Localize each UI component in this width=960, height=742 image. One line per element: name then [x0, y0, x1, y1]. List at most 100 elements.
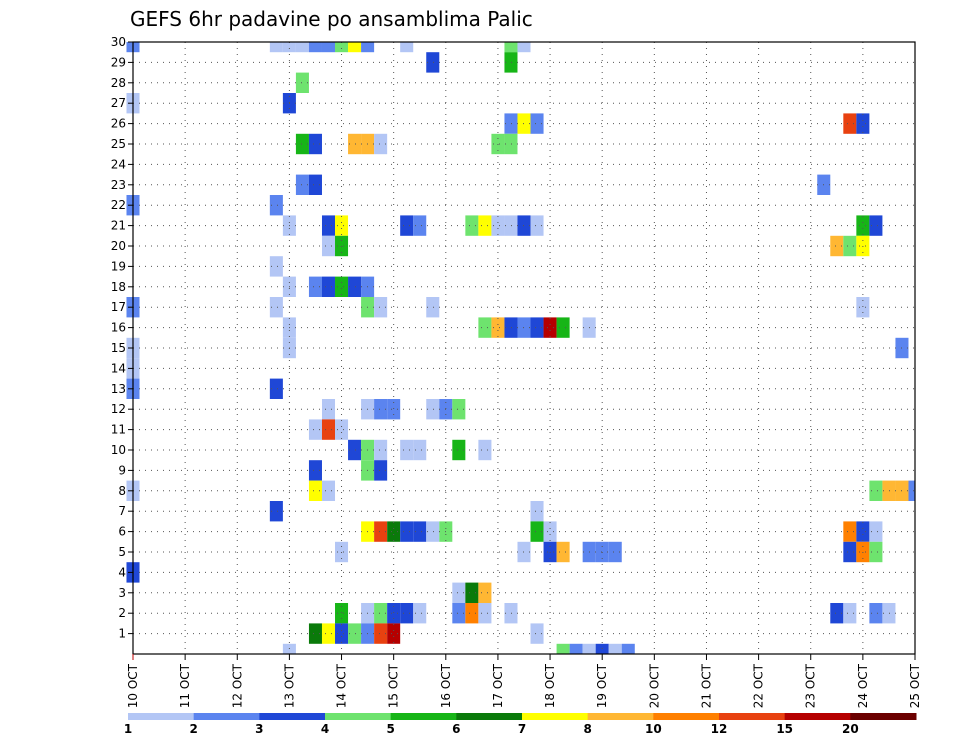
- heatmap-cell: [321, 399, 336, 420]
- heatmap-cell: [856, 113, 870, 134]
- heatmap-cell: [882, 480, 896, 501]
- y-tick-label: 12: [111, 402, 126, 416]
- legend-label: 15: [776, 722, 793, 736]
- heatmap-cell: [426, 297, 440, 318]
- y-tick-label: 29: [111, 55, 126, 69]
- heatmap-cell: [556, 317, 570, 338]
- heatmap-cell: [426, 52, 440, 73]
- heatmap-cell: [478, 439, 492, 461]
- x-tick-label: 18 OCT: [543, 663, 557, 708]
- y-tick-label: 27: [111, 96, 126, 110]
- heatmap-cell: [387, 603, 401, 624]
- heatmap-cell: [530, 521, 544, 542]
- heatmap-cell: [426, 521, 440, 542]
- x-tick-label: 21 OCT: [699, 663, 713, 708]
- legend-label: 5: [386, 722, 394, 736]
- x-tick-label: 12 OCT: [230, 663, 244, 708]
- heatmap-cell: [335, 603, 349, 624]
- x-tick-label: 16 OCT: [439, 663, 453, 708]
- heatmap-cell: [452, 603, 466, 624]
- heatmap-cell: [452, 399, 466, 420]
- heatmap-cell: [308, 133, 322, 155]
- y-tick-label: 19: [111, 259, 126, 273]
- heatmap-cell: [361, 42, 375, 53]
- y-tick-label: 6: [118, 525, 126, 539]
- heatmap-cell: [321, 42, 336, 53]
- y-tick-label: 16: [111, 321, 126, 335]
- heatmap-cell: [374, 603, 388, 624]
- heatmap-cell: [308, 42, 322, 53]
- heatmap-cell: [269, 42, 283, 53]
- heatmap-cell: [478, 215, 492, 236]
- heatmap-cell: [478, 582, 492, 603]
- heatmap-cell: [478, 317, 492, 338]
- heatmap-cell: [387, 521, 401, 542]
- heatmap-cell: [882, 603, 896, 624]
- heatmap-cell: [556, 643, 570, 654]
- heatmap-cell: [504, 603, 518, 624]
- y-tick-label: 28: [111, 76, 126, 90]
- x-tick-label: 25 OCT: [908, 663, 922, 708]
- heatmap-cell: [282, 42, 296, 53]
- legend-swatch: [390, 713, 457, 720]
- y-tick-label: 20: [111, 239, 126, 253]
- heatmap-cell: [413, 439, 427, 461]
- heatmap-cell: [908, 480, 915, 501]
- y-tick-label: 18: [111, 280, 126, 294]
- heatmap-cell: [374, 399, 388, 420]
- heatmap-cell: [374, 460, 388, 481]
- heatmap-cell: [308, 623, 322, 644]
- heatmap-cell: [400, 42, 414, 53]
- heatmap-cell: [321, 623, 336, 644]
- heatmap-cell: [543, 521, 557, 542]
- heatmap-cell: [465, 582, 479, 603]
- heatmap-cell: [543, 317, 557, 338]
- heatmap-cell: [374, 439, 388, 461]
- legend-label: 12: [711, 722, 728, 736]
- heatmap-cell: [517, 42, 531, 53]
- heatmap-cell: [530, 501, 544, 522]
- y-tick-label: 17: [111, 300, 126, 314]
- heatmap-cell: [465, 215, 479, 236]
- heatmap-cell: [869, 215, 883, 236]
- heatmap-cell: [387, 623, 401, 644]
- y-tick-label: 1: [118, 627, 126, 641]
- legend-label: 3: [255, 722, 263, 736]
- heatmap-cell: [452, 582, 466, 603]
- y-tick-label: 15: [111, 341, 126, 355]
- heatmap-cell: [374, 297, 388, 318]
- heatmap-cell: [504, 113, 518, 134]
- heatmap-cell: [608, 541, 622, 563]
- heatmap-cell: [582, 643, 596, 654]
- heatmap-cell: [308, 419, 322, 440]
- heatmap-cell: [308, 480, 322, 501]
- heatmap-cell: [843, 521, 857, 542]
- heatmap-cell: [335, 623, 349, 644]
- heatmap-cell: [321, 235, 336, 257]
- y-tick-label: 2: [118, 606, 126, 620]
- x-tick-label: 13 OCT: [282, 663, 296, 708]
- y-tick-label: 26: [111, 117, 126, 131]
- heatmap-cell: [400, 439, 414, 461]
- legend-label: 8: [583, 722, 591, 736]
- legend-swatch: [456, 713, 523, 720]
- y-tick-label: 30: [111, 35, 126, 49]
- heatmap-cell: [321, 215, 336, 236]
- gridlines: [133, 41, 915, 654]
- heatmap-cell: [569, 643, 583, 654]
- legend-swatch: [719, 713, 786, 720]
- heatmap-cell: [348, 439, 362, 461]
- heatmap-cell: [308, 276, 322, 297]
- heatmap-cell: [348, 133, 362, 155]
- heatmap-cell: [335, 419, 349, 440]
- heatmap-cell: [856, 521, 870, 542]
- heatmap-cell: [400, 521, 414, 542]
- heatmap-cell: [556, 541, 570, 563]
- legend-swatch: [653, 713, 720, 720]
- heatmap-cell: [491, 317, 505, 338]
- y-tick-label: 14: [111, 361, 126, 375]
- heatmap-cell: [530, 215, 544, 236]
- legend-swatch: [193, 713, 260, 720]
- heatmap-cell: [843, 235, 857, 257]
